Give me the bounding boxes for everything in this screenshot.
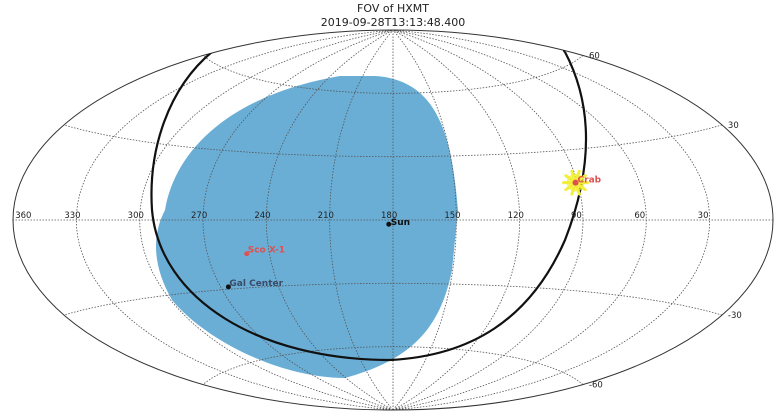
lat-tick-label: 30 xyxy=(728,121,739,131)
meridian-line xyxy=(392,30,457,410)
source-markers: Sun Crab Sco X-1 Gal Center xyxy=(225,169,602,290)
parallel-line xyxy=(202,346,584,385)
crab-label: Crab xyxy=(578,176,602,186)
gal-center-marker xyxy=(225,284,231,290)
lon-tick-label: 330 xyxy=(64,211,80,221)
lon-tick-label: 240 xyxy=(254,211,270,221)
horizon-curve-left xyxy=(150,50,588,362)
meridian-line xyxy=(392,30,711,410)
meridian-line xyxy=(202,30,394,410)
lon-tick-label: 210 xyxy=(318,211,334,221)
lon-tick-label: 90 xyxy=(571,211,582,221)
sky-boundary xyxy=(12,29,774,411)
sun-marker xyxy=(386,221,392,227)
lon-tick-label: 150 xyxy=(444,211,460,221)
sco-x1-marker xyxy=(244,251,250,257)
longitude-tick-labels: 360 330 300 270 240 210 180 150 120 90 60 30 xyxy=(15,211,708,221)
meridian-line xyxy=(265,30,394,410)
chart-subtitle: 2019-09-28T13:13:48.400 xyxy=(321,16,466,29)
lon-tick-label: 60 xyxy=(634,211,645,221)
sco-x1-label: Sco X-1 xyxy=(248,246,285,256)
parallel-line xyxy=(63,124,723,158)
crab-marker xyxy=(572,179,579,186)
fov-region xyxy=(155,76,458,378)
sun-label: Sun xyxy=(391,218,410,228)
lon-tick-label: 360 xyxy=(15,211,31,221)
lon-tick-label: 120 xyxy=(508,211,524,221)
lon-tick-label: 180 xyxy=(381,211,397,221)
lat-tick-label: -60 xyxy=(589,380,603,390)
parallel-line xyxy=(63,282,723,316)
coordinate-grid xyxy=(13,30,773,410)
latitude-tick-labels: 60 30 -30 -60 xyxy=(589,52,742,391)
fov-area xyxy=(155,76,458,378)
parallel-line xyxy=(202,55,584,94)
gal-center-label: Gal Center xyxy=(229,279,283,289)
lat-tick-label: 60 xyxy=(589,52,600,62)
chart-title: FOV of HXMT xyxy=(357,2,429,15)
lat-tick-label: -30 xyxy=(728,311,742,321)
lon-tick-label: 300 xyxy=(128,211,144,221)
lon-tick-label: 30 xyxy=(698,211,709,221)
lon-tick-label: 270 xyxy=(191,211,207,221)
